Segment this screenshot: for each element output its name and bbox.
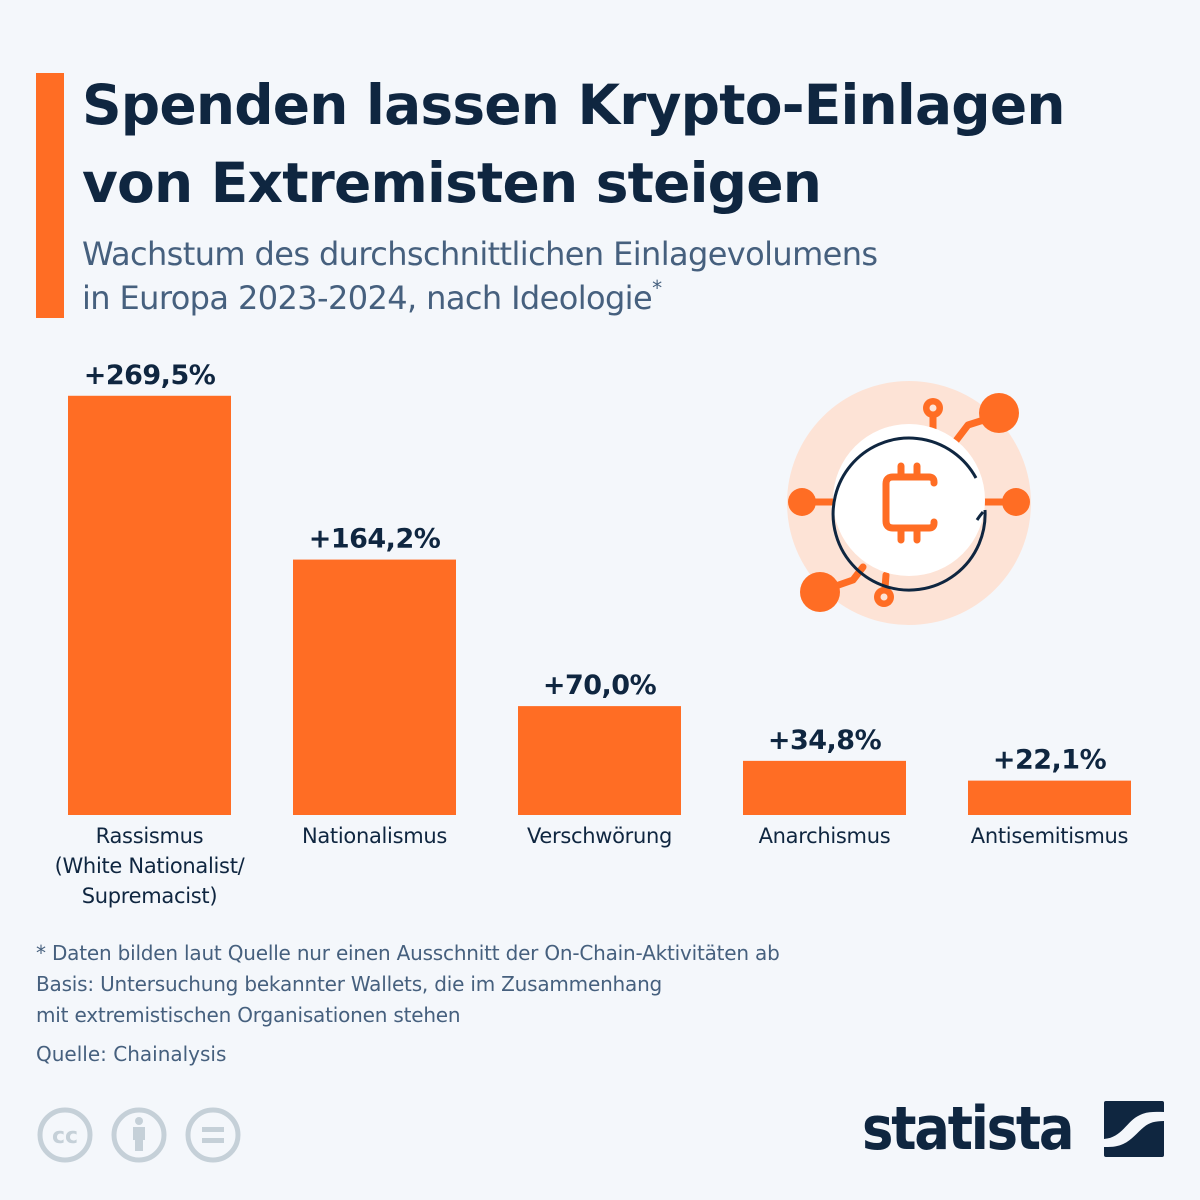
- category-label-line: Antisemitismus: [971, 824, 1128, 848]
- node-large-top-right: [979, 393, 1019, 433]
- bar-0: [68, 395, 231, 815]
- node-left: [788, 488, 816, 516]
- value-label-0: +269,5%: [84, 360, 216, 391]
- footnote: * Daten bilden laut Quelle nur einen Aus…: [36, 938, 1036, 1031]
- bitcoin-symbol-icon: [882, 462, 938, 544]
- bar-chart: +269,5% +164,2% +70,0% +34,8% +22,1% Rassism…: [55, 360, 1131, 908]
- statista-mark-icon: [1104, 1101, 1164, 1157]
- coin-outline: [831, 436, 987, 592]
- footnote-line-1: * Daten bilden laut Quelle nur einen Aus…: [36, 941, 780, 965]
- brand-wordmark: statista: [862, 1094, 1075, 1164]
- subtitle-line-2: in Europa 2023-2024, nach Ideologie: [82, 279, 653, 317]
- value-labels-group: +269,5% +164,2% +70,0% +34,8% +22,1%: [84, 360, 1107, 776]
- source-note: Quelle: Chainalysis: [36, 1042, 227, 1066]
- bar-4: [968, 780, 1131, 815]
- coin-circle: [833, 424, 985, 576]
- category-label-line: Anarchismus: [759, 824, 891, 848]
- bars-group: [68, 395, 1131, 815]
- network-nodes: [788, 393, 1030, 612]
- node-large-bottom-left: [800, 572, 840, 612]
- category-label-line: Verschwörung: [527, 824, 672, 848]
- subtitle-line-1: Wachstum des durchschnittlichen Einlagev…: [82, 235, 878, 273]
- bar-2: [518, 706, 681, 815]
- category-labels-group: Rassismus (White Nationalist/Supremacist)…: [55, 824, 1129, 908]
- coin-outline-segment: [975, 511, 985, 521]
- subtitle-footnote-marker: *: [652, 276, 662, 300]
- svg-text:cc: cc: [52, 1124, 78, 1149]
- category-label-2: Verschwörung: [527, 824, 672, 848]
- bar-3: [743, 760, 906, 815]
- bar-1: [293, 559, 456, 815]
- no-derivatives-icon[interactable]: [184, 1106, 242, 1164]
- category-label-line: Supremacist): [82, 884, 218, 908]
- attribution-icon[interactable]: [110, 1106, 168, 1164]
- category-label-1: Nationalismus: [302, 824, 447, 848]
- category-label-3: Anarchismus: [759, 824, 891, 848]
- category-label-line: Nationalismus: [302, 824, 447, 848]
- crypto-network-icon: [787, 381, 1031, 625]
- category-label-0: Rassismus (White Nationalist/Supremacist): [55, 824, 246, 908]
- footnote-line-2: Basis: Untersuchung bekannter Wallets, d…: [36, 972, 663, 996]
- title-accent-bar: [36, 73, 64, 318]
- chart-subtitle: Wachstum des durchschnittlichen Einlagev…: [82, 232, 1082, 320]
- node-right: [1002, 488, 1030, 516]
- value-label-3: +34,8%: [768, 725, 882, 756]
- page-title: Spenden lassen Krypto-Einlagen von Extre…: [82, 73, 1066, 215]
- statista-logo[interactable]: statista: [862, 1094, 1164, 1164]
- category-label-line: Rassismus: [96, 824, 204, 848]
- category-label-4: Antisemitismus: [971, 824, 1128, 848]
- category-label-line: (White Nationalist/: [55, 854, 246, 878]
- value-label-4: +22,1%: [993, 745, 1107, 776]
- cc-icon[interactable]: cc: [36, 1106, 94, 1164]
- footnote-line-3: mit extremistischen Organisationen stehe…: [36, 1003, 461, 1027]
- value-label-1: +164,2%: [309, 524, 441, 555]
- license-icons: cc: [36, 1106, 242, 1164]
- value-label-2: +70,0%: [543, 670, 657, 701]
